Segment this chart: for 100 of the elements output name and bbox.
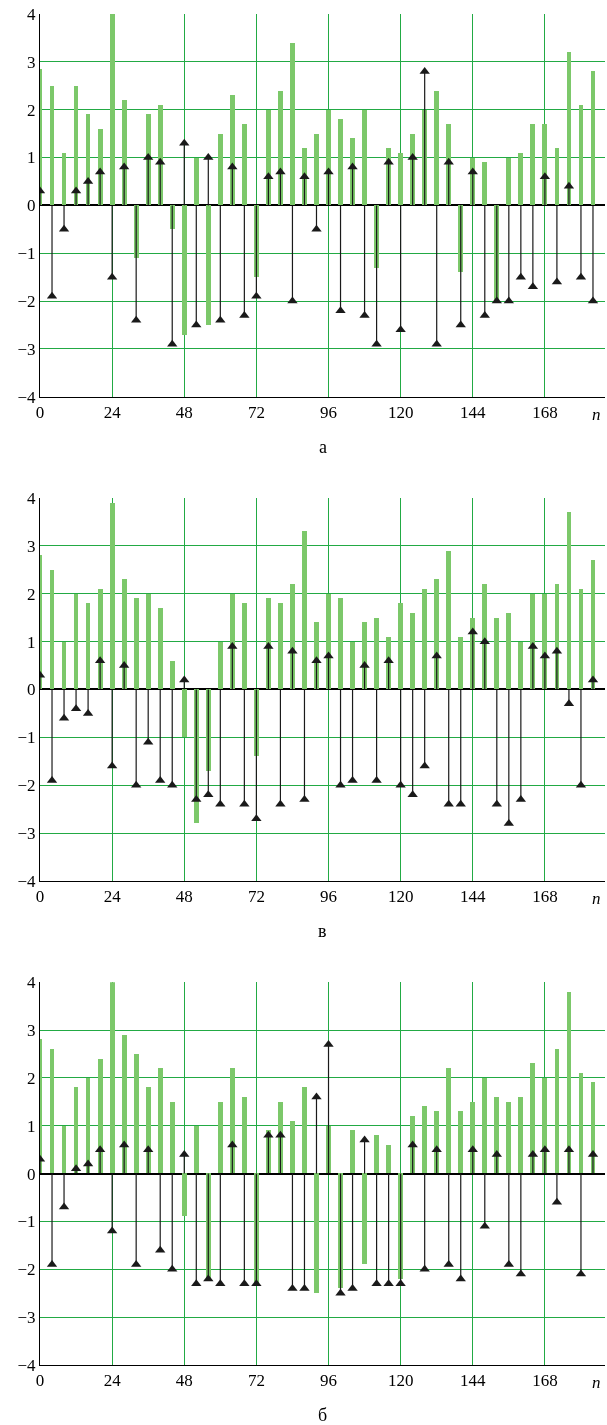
- y-tick-label: −4: [17, 1355, 37, 1375]
- bar: [122, 579, 127, 690]
- y-tick-label: 4: [27, 489, 37, 509]
- x-axis-title: n: [592, 1373, 601, 1392]
- point: [347, 1283, 358, 1291]
- point: [383, 157, 394, 165]
- bar: [158, 608, 163, 690]
- bar: [86, 603, 90, 690]
- point: [239, 310, 250, 318]
- point: [155, 157, 166, 165]
- bar: [518, 642, 523, 690]
- y-tick-label: 3: [27, 536, 36, 556]
- bar: [530, 124, 535, 205]
- point: [299, 1283, 310, 1291]
- y-tick-label: −3: [17, 339, 36, 359]
- y-tick-label: −2: [17, 1260, 36, 1280]
- y-tick-label: 2: [27, 584, 36, 604]
- bar: [50, 570, 54, 690]
- x-tick-label: 168: [532, 1371, 558, 1391]
- point: [323, 651, 334, 659]
- x-tick-label: 48: [175, 1371, 193, 1391]
- bar: [314, 134, 319, 205]
- x-tick-label: 144: [460, 887, 487, 907]
- bar: [567, 52, 571, 205]
- bar: [50, 86, 54, 205]
- point: [407, 790, 418, 798]
- y-tick-label: 1: [27, 632, 36, 652]
- bar: [230, 1068, 235, 1174]
- bar: [591, 71, 595, 205]
- point: [275, 1130, 286, 1138]
- y-tick-label: −4: [17, 387, 37, 407]
- x-tick-label: 144: [460, 1371, 487, 1391]
- bar: [278, 91, 283, 205]
- point: [227, 641, 238, 649]
- y-tick-label: 0: [27, 680, 36, 700]
- x-tick-label: 48: [175, 887, 193, 907]
- point: [455, 1274, 466, 1282]
- y-tick-label: 2: [27, 1068, 36, 1088]
- point: [275, 799, 286, 807]
- bar: [518, 153, 523, 205]
- point: [263, 641, 274, 649]
- point: [323, 1039, 334, 1047]
- point: [155, 775, 166, 783]
- point: [443, 799, 454, 807]
- bar: [579, 1073, 583, 1174]
- y-tick-label: 4: [27, 4, 37, 24]
- text: а: [319, 437, 327, 457]
- bar: [362, 1173, 367, 1265]
- point: [227, 1140, 238, 1148]
- bar: [410, 613, 415, 690]
- bar: [194, 158, 199, 205]
- point: [239, 799, 250, 807]
- bar: [362, 110, 367, 205]
- point: [443, 157, 454, 165]
- text: в: [318, 921, 327, 941]
- point: [383, 656, 394, 664]
- x-axis-title: n: [592, 405, 601, 424]
- point: [455, 320, 466, 328]
- y-tick-label: 1: [27, 148, 36, 168]
- bar: [242, 603, 247, 690]
- bar: [446, 1068, 451, 1174]
- point: [215, 799, 226, 807]
- x-tick-label: 144: [460, 403, 487, 423]
- y-tick-label: −2: [17, 776, 36, 796]
- y-tick-label: −1: [17, 244, 36, 264]
- x-tick-label: 96: [320, 1371, 338, 1391]
- bar: [62, 153, 66, 205]
- bar: [422, 589, 427, 690]
- bar: [506, 158, 511, 205]
- x-tick-label: 72: [247, 403, 265, 423]
- point: [311, 1092, 322, 1100]
- bar: [374, 1135, 379, 1174]
- bar: [386, 1145, 391, 1174]
- bar: [134, 1054, 139, 1174]
- y-tick-label: 1: [27, 1116, 36, 1136]
- bar: [110, 503, 115, 690]
- point: [275, 167, 286, 175]
- point: [287, 1283, 298, 1291]
- bar: [494, 618, 499, 690]
- bar: [579, 589, 583, 690]
- bar: [146, 594, 151, 690]
- point: [203, 1274, 214, 1282]
- bar: [350, 642, 355, 690]
- bar: [278, 603, 283, 690]
- y-tick-label: 0: [27, 196, 36, 216]
- x-tick-label: 24: [103, 887, 122, 907]
- bar: [290, 1121, 295, 1174]
- bar: [434, 91, 439, 205]
- y-tick-label: 4: [27, 973, 37, 993]
- point: [407, 1140, 418, 1148]
- bar: [86, 1078, 90, 1174]
- bar: [74, 594, 78, 690]
- point: [311, 656, 322, 664]
- bar: [50, 1049, 54, 1174]
- point: [263, 1130, 274, 1138]
- x-axis-title: n: [592, 889, 601, 908]
- point: [203, 790, 214, 798]
- bar: [302, 531, 307, 690]
- bar: [591, 560, 595, 690]
- y-tick-label: −1: [17, 728, 36, 748]
